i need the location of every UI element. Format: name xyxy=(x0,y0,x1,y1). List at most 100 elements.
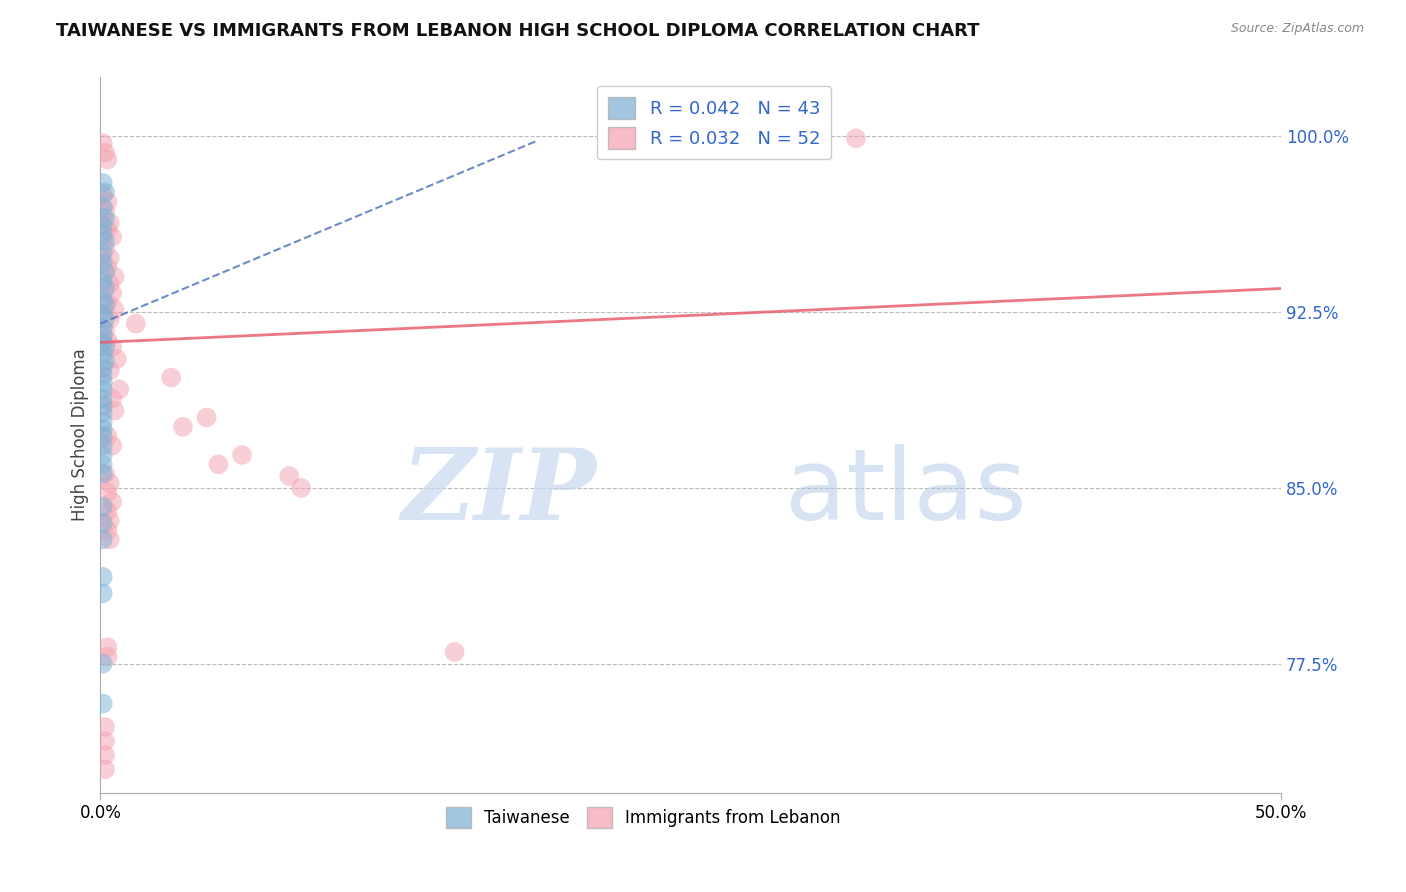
Point xyxy=(96,333,118,347)
Point xyxy=(94,298,117,312)
Point xyxy=(94,145,117,160)
Text: TAIWANESE VS IMMIGRANTS FROM LEBANON HIGH SCHOOL DIPLOMA CORRELATION CHART: TAIWANESE VS IMMIGRANTS FROM LEBANON HIG… xyxy=(56,22,980,40)
Point xyxy=(96,295,118,310)
Point xyxy=(91,697,114,711)
Point xyxy=(443,645,465,659)
Point xyxy=(91,255,114,269)
Point xyxy=(96,429,118,443)
Point xyxy=(91,406,114,420)
Legend: Taiwanese, Immigrants from Lebanon: Taiwanese, Immigrants from Lebanon xyxy=(440,801,848,834)
Point xyxy=(91,533,114,547)
Point xyxy=(96,194,118,209)
Point xyxy=(91,500,114,514)
Point xyxy=(91,392,114,406)
Point xyxy=(98,533,121,547)
Point xyxy=(195,410,218,425)
Point xyxy=(172,420,194,434)
Point xyxy=(91,347,114,361)
Point xyxy=(845,131,868,145)
Point xyxy=(91,321,114,335)
Point xyxy=(231,448,253,462)
Point xyxy=(103,269,125,284)
Point xyxy=(91,399,114,413)
Point xyxy=(94,720,117,734)
Point xyxy=(101,340,124,354)
Point xyxy=(91,328,114,343)
Point xyxy=(91,570,114,584)
Point xyxy=(91,187,114,202)
Point xyxy=(98,476,121,491)
Point xyxy=(101,495,124,509)
Point xyxy=(103,302,125,317)
Point xyxy=(103,403,125,417)
Point xyxy=(91,368,114,383)
Point xyxy=(96,485,118,500)
Point xyxy=(101,392,124,406)
Point xyxy=(91,586,114,600)
Text: ZIP: ZIP xyxy=(401,444,596,541)
Point xyxy=(98,312,121,326)
Point xyxy=(94,204,117,219)
Point xyxy=(91,335,114,350)
Point xyxy=(94,324,117,338)
Point xyxy=(94,281,117,295)
Point xyxy=(96,260,118,275)
Point xyxy=(101,230,124,244)
Point xyxy=(91,376,114,390)
Point xyxy=(96,640,118,655)
Point xyxy=(91,382,114,396)
Point xyxy=(278,469,301,483)
Point xyxy=(160,370,183,384)
Point xyxy=(91,293,114,308)
Point xyxy=(94,340,117,354)
Point xyxy=(91,415,114,429)
Point xyxy=(96,523,118,537)
Point xyxy=(94,354,117,368)
Text: atlas: atlas xyxy=(785,443,1026,541)
Y-axis label: High School Diploma: High School Diploma xyxy=(72,349,89,522)
Point xyxy=(91,429,114,443)
Point xyxy=(91,307,114,321)
Point xyxy=(94,186,117,200)
Point xyxy=(96,153,118,167)
Point xyxy=(207,458,229,472)
Point xyxy=(91,657,114,671)
Point xyxy=(101,439,124,453)
Point xyxy=(125,317,148,331)
Text: Source: ZipAtlas.com: Source: ZipAtlas.com xyxy=(1230,22,1364,36)
Point xyxy=(94,748,117,763)
Point xyxy=(91,361,114,376)
Point xyxy=(108,382,131,396)
Point xyxy=(91,275,114,289)
Point xyxy=(94,467,117,481)
Point xyxy=(96,649,118,664)
Point xyxy=(94,265,117,279)
Point xyxy=(91,246,114,260)
Point xyxy=(91,176,114,190)
Point xyxy=(91,422,114,436)
Point xyxy=(101,286,124,301)
Point xyxy=(91,458,114,472)
Point xyxy=(91,199,114,213)
Point xyxy=(91,136,114,150)
Point xyxy=(91,218,114,232)
Point xyxy=(105,351,128,366)
Point xyxy=(96,504,118,518)
Point xyxy=(91,516,114,530)
Point xyxy=(91,227,114,242)
Point xyxy=(98,363,121,377)
Point xyxy=(98,514,121,528)
Point xyxy=(98,251,121,265)
Point xyxy=(96,223,118,237)
Point xyxy=(94,734,117,748)
Point xyxy=(91,467,114,481)
Point xyxy=(94,242,117,256)
Point xyxy=(94,235,117,249)
Point xyxy=(98,277,121,291)
Point xyxy=(98,216,121,230)
Point xyxy=(91,439,114,453)
Point xyxy=(91,448,114,462)
Point xyxy=(290,481,312,495)
Point xyxy=(94,211,117,226)
Point xyxy=(94,762,117,776)
